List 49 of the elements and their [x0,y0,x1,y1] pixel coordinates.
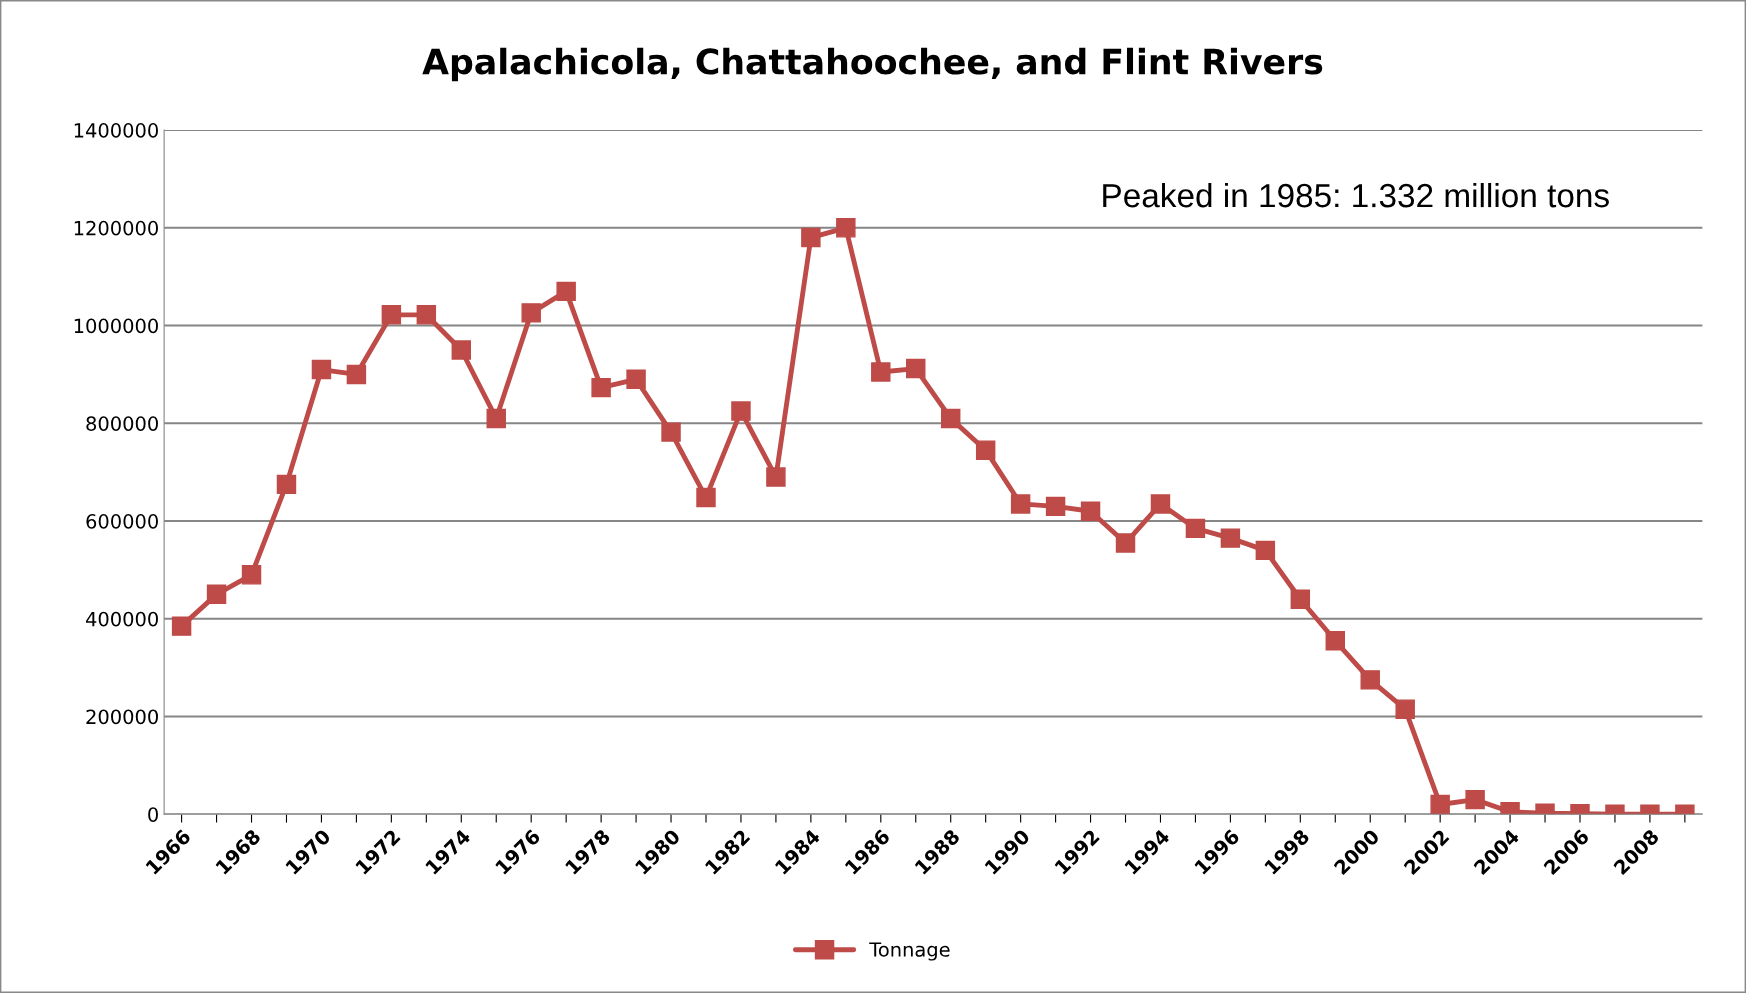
point [1150,494,1171,514]
point [1360,670,1380,690]
point [486,408,506,429]
point [731,401,751,421]
point [975,440,996,460]
point [1290,589,1311,609]
y-tick-label: 800000 [86,416,158,431]
point [1325,631,1345,651]
y-tick-label: 400000 [85,611,158,627]
y-tick-label: 1200000 [74,220,158,236]
y-tick-label: 600000 [86,514,158,529]
point [696,487,716,508]
point [206,584,227,605]
point [1255,540,1276,561]
point [1010,494,1031,514]
legend-label: Tonnage [869,942,950,961]
point [1080,501,1101,521]
point [346,364,367,385]
chart-title: Apalachicola, Chattahoochee, and Flint Rivers [422,47,1323,82]
point [626,369,646,390]
point [1430,794,1450,815]
point [1220,528,1241,548]
point [171,616,192,636]
point [591,377,611,398]
point [1185,518,1206,539]
point [661,422,681,442]
point [836,218,856,238]
point [521,303,541,323]
point [416,305,437,325]
point [1115,533,1136,553]
point [1395,699,1415,719]
point [381,305,402,325]
y-tick-label: 1000000 [74,318,158,334]
point [556,281,576,302]
point [940,408,961,429]
point [241,565,262,585]
point [801,227,821,248]
point [1045,496,1066,517]
point [871,362,891,382]
point [276,474,297,495]
y-tick-label: 1400000 [74,123,158,138]
annotation: Peaked in 1985: 1.332 million tons [1103,182,1609,208]
point [1465,789,1485,810]
point [311,359,332,380]
y-tick-label: 200000 [86,709,158,725]
point [906,358,926,379]
y-tick-label: 0 [148,807,158,822]
point [766,467,786,487]
point [451,340,472,360]
